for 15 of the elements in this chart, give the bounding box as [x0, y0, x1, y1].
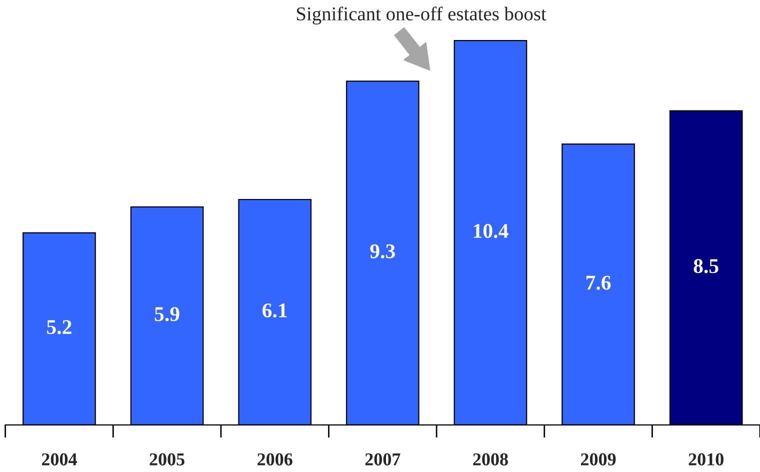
data-label: 5.2 [47, 320, 72, 334]
x-tick-label: 2006 [258, 453, 292, 466]
x-tick-label: 2009 [580, 453, 616, 466]
data-label: 8.5 [694, 259, 718, 274]
x-tick-label: 2004 [42, 453, 77, 466]
data-label: 9.3 [370, 244, 395, 258]
data-label: 5.9 [154, 307, 180, 322]
annotation: Significant one-off estates boost [296, 6, 546, 24]
data-label: 7.6 [586, 276, 611, 290]
data-label: 6.1 [262, 303, 287, 318]
x-tick-label: 2010 [688, 453, 724, 466]
x-tick-label: 2007 [365, 453, 400, 466]
data-label: 10.4 [474, 224, 508, 238]
x-tick-label: 2005 [150, 453, 184, 466]
x-tick-label: 2008 [473, 453, 508, 466]
